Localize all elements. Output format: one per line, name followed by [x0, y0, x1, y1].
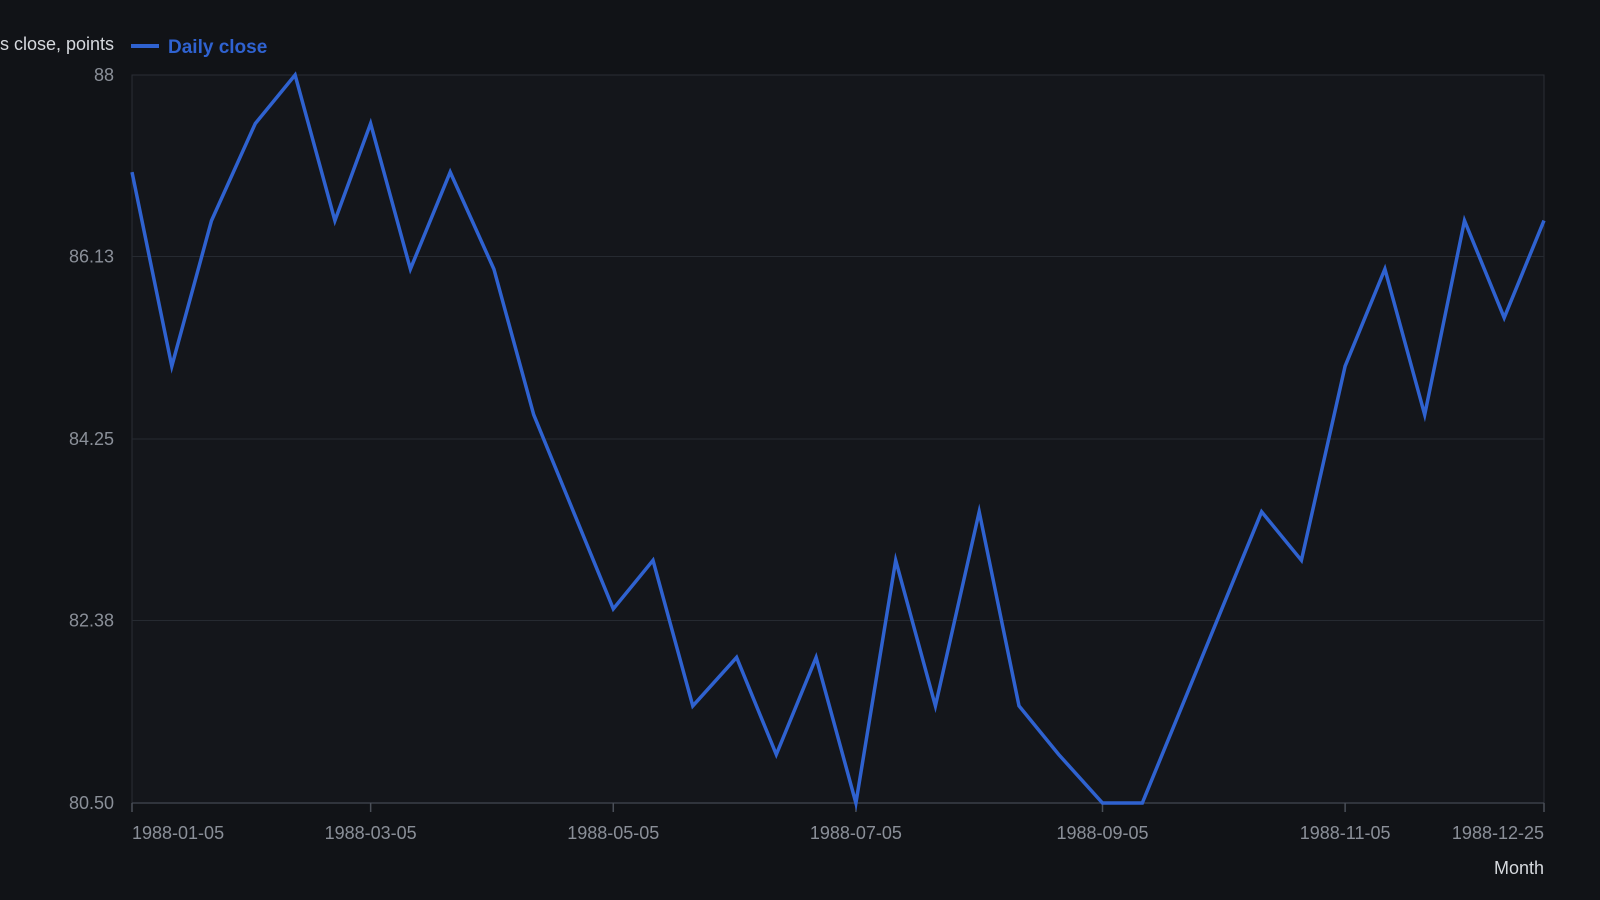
y-axis-title: s close, points [0, 34, 114, 54]
x-tick-label: 1988-07-05 [810, 823, 902, 843]
x-tick-label: 1988-12-25 [1452, 823, 1544, 843]
x-tick-label: 1988-09-05 [1056, 823, 1148, 843]
x-tick-label: 1988-03-05 [325, 823, 417, 843]
y-tick-label: 80.50 [69, 793, 114, 813]
series-layer [130, 71, 1546, 812]
series-line-daily-close [130, 71, 1546, 812]
x-tick-label: 1988-01-05 [132, 823, 224, 843]
gridlines [132, 256, 1544, 622]
y-tick-label: 84.25 [69, 429, 114, 449]
x-tick-label: 1988-05-05 [567, 823, 659, 843]
y-axis-ticks: 80.50 82.38 84.25 86.13 88 [69, 65, 114, 813]
legend-label-daily-close: Daily close [168, 37, 267, 58]
y-tick-label: 86.13 [69, 247, 114, 267]
x-axis-title: Month [1494, 858, 1544, 878]
series-points [131, 74, 1545, 804]
y-tick-label: 88 [94, 65, 114, 85]
x-axis-ticks: 1988-01-05 1988-03-05 1988-05-05 1988-07-05… [131, 803, 1545, 843]
y-tick-label: 82.38 [69, 611, 114, 631]
x-tick-label: 1988-11-05 [1300, 823, 1391, 843]
legend: Daily close [131, 37, 267, 58]
